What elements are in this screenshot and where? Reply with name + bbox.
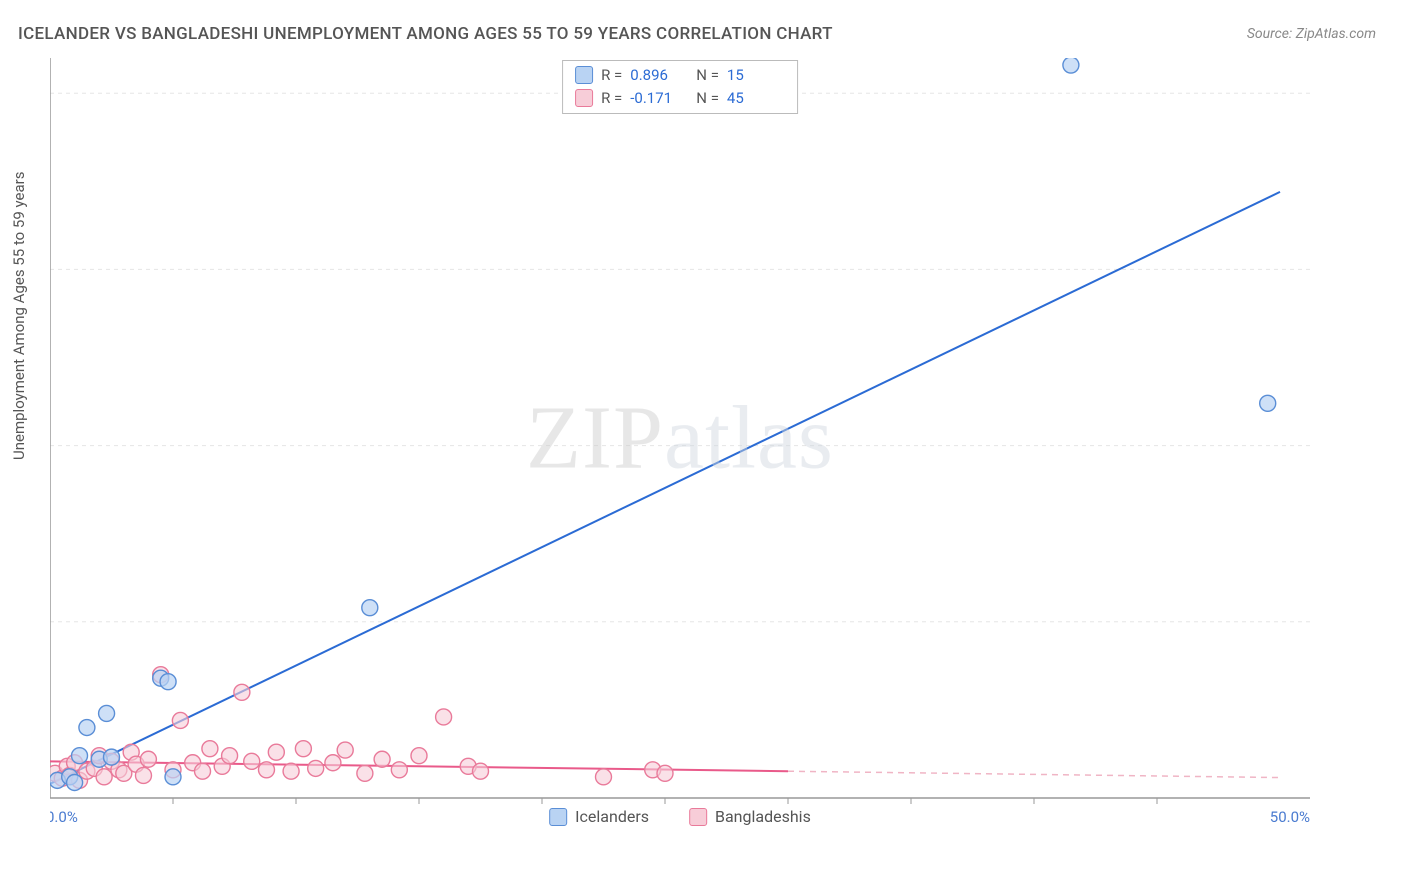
swatch-icon (549, 808, 567, 826)
scatter-plot-svg: 25.0%50.0%75.0%100.0%0.0%50.0% (50, 58, 1310, 828)
stats-row-bangladeshis: R = -0.171 N = 45 (575, 87, 785, 110)
y-axis-label: Unemployment Among Ages 55 to 59 years (10, 172, 28, 460)
swatch-icon (575, 89, 593, 107)
swatch-icon (689, 808, 707, 826)
svg-text:0.0%: 0.0% (50, 808, 78, 826)
stat-r-value: 0.896 (630, 64, 688, 87)
legend-label: Bangladeshis (715, 807, 811, 826)
stat-n-label: N = (696, 64, 719, 87)
legend-item-bangladeshis: Bangladeshis (689, 807, 811, 826)
svg-text:50.0%: 50.0% (1270, 808, 1310, 826)
source-attribution: Source: ZipAtlas.com (1247, 26, 1376, 42)
stats-legend-box: R = 0.896 N = 15 R = -0.171 N = 45 (562, 60, 798, 114)
stat-n-value: 45 (727, 87, 785, 110)
stat-r-value: -0.171 (630, 87, 688, 110)
stat-n-value: 15 (727, 64, 785, 87)
legend-label: Icelanders (575, 807, 649, 826)
series-legend: Icelanders Bangladeshis (549, 807, 811, 826)
swatch-icon (575, 66, 593, 84)
stat-r-label: R = (601, 87, 622, 110)
stats-row-icelanders: R = 0.896 N = 15 (575, 64, 785, 87)
plot-area: ZIPatlas 25.0%50.0%75.0%100.0%0.0%50.0% … (50, 58, 1310, 828)
legend-item-icelanders: Icelanders (549, 807, 649, 826)
stat-n-label: N = (696, 87, 719, 110)
stat-r-label: R = (601, 64, 622, 87)
chart-title: ICELANDER VS BANGLADESHI UNEMPLOYMENT AM… (18, 24, 833, 44)
